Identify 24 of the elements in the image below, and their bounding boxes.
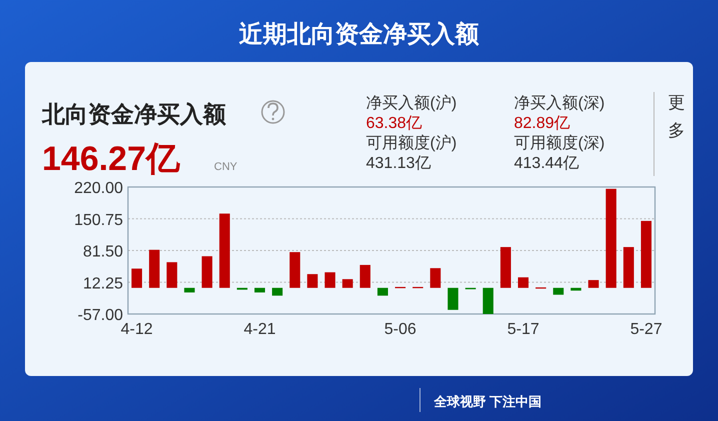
x-tick-label: 4-12 — [120, 321, 153, 338]
text: 431.13亿 — [366, 155, 431, 172]
text: 413.44亿 — [514, 155, 579, 172]
y-tick-label: 150.75 — [74, 212, 124, 229]
chart-title: 近期北向资金净买入额 — [239, 21, 480, 48]
x-tick-label: 5-06 — [384, 321, 416, 338]
text: 146.27亿 — [42, 140, 181, 178]
x-tick-label: 4-21 — [244, 321, 276, 338]
y-tick-label: 81.50 — [82, 244, 124, 260]
text: 全球视野 下注中国 — [433, 394, 542, 409]
chart-subtitle: 北向资金净买入额 — [41, 101, 227, 127]
text: CNY — [214, 161, 238, 173]
x-tick-label: 5-27 — [630, 321, 662, 338]
x-tick-label: 5-17 — [507, 321, 540, 338]
y-tick-label: 12.25 — [82, 275, 124, 292]
text: 净买入额(深) — [514, 94, 605, 112]
text: 可用额度(深) — [514, 134, 605, 152]
text: 63.38亿 — [366, 115, 422, 132]
y-tick-label: 220.00 — [74, 180, 124, 197]
text: 82.89亿 — [514, 115, 570, 132]
text: 更多 — [668, 93, 685, 140]
y-tick-label: -57.00 — [78, 307, 124, 324]
text: 净买入额(沪) — [366, 94, 457, 112]
text: 可用额度(沪) — [366, 134, 457, 152]
